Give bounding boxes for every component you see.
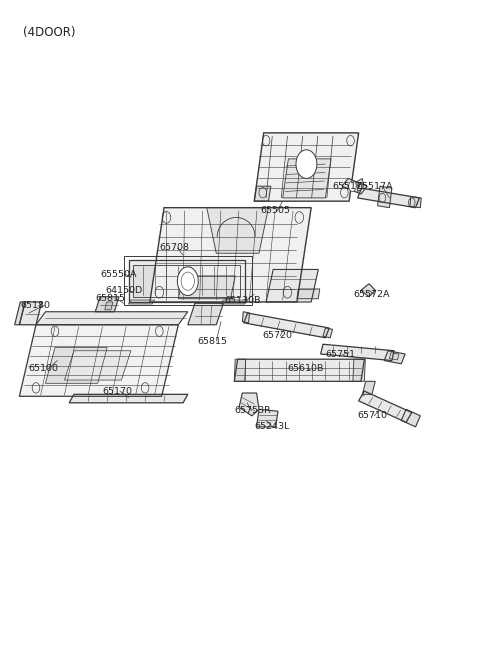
Polygon shape [362,381,375,394]
Text: 65710: 65710 [358,411,388,420]
Polygon shape [46,348,107,383]
Polygon shape [283,159,331,198]
Text: 65130B: 65130B [225,296,261,304]
Text: 65751: 65751 [325,350,355,359]
Polygon shape [254,186,271,201]
Polygon shape [129,300,155,304]
Polygon shape [69,394,188,403]
Polygon shape [378,186,392,208]
Text: 65815: 65815 [197,337,228,346]
Text: 65517: 65517 [333,182,362,191]
Polygon shape [321,344,394,361]
Polygon shape [221,300,247,304]
Polygon shape [244,313,329,338]
Polygon shape [384,351,405,364]
Text: 65550A: 65550A [100,270,136,279]
Text: 65180: 65180 [21,300,51,310]
Polygon shape [342,178,367,194]
Text: 65505: 65505 [261,207,290,215]
Polygon shape [254,133,359,201]
Polygon shape [353,359,365,381]
Text: 64150D: 64150D [105,286,143,295]
Text: 65243L: 65243L [254,422,289,432]
Polygon shape [129,260,245,302]
Polygon shape [401,409,420,427]
Polygon shape [242,312,250,323]
Polygon shape [358,188,420,208]
Polygon shape [150,208,311,302]
Circle shape [348,181,356,192]
Polygon shape [266,270,318,302]
Polygon shape [359,391,412,422]
Polygon shape [96,297,119,312]
Polygon shape [36,312,188,325]
Text: (4DOOR): (4DOOR) [23,26,75,39]
Polygon shape [234,359,246,381]
Polygon shape [64,351,131,380]
Polygon shape [207,208,268,253]
Polygon shape [19,325,179,396]
Polygon shape [323,328,333,338]
Circle shape [296,150,317,178]
Text: 65517A: 65517A [356,182,393,191]
Polygon shape [105,302,113,310]
Circle shape [178,267,198,295]
Polygon shape [257,409,278,427]
Bar [124,256,252,305]
Polygon shape [179,276,235,298]
Polygon shape [239,393,259,416]
Polygon shape [410,197,421,208]
Polygon shape [297,289,320,298]
Text: 65720: 65720 [263,331,293,340]
Text: 65170: 65170 [102,386,132,396]
Text: 65815: 65815 [96,294,125,302]
Text: 65708: 65708 [159,243,189,253]
Polygon shape [19,302,42,325]
Text: 65753R: 65753R [234,406,271,415]
Polygon shape [14,302,25,325]
Text: 65610B: 65610B [288,364,324,373]
Polygon shape [389,353,399,360]
Polygon shape [357,178,363,192]
Text: 65572A: 65572A [354,290,390,298]
Polygon shape [188,303,223,325]
Text: 65100: 65100 [29,365,59,373]
Polygon shape [234,359,364,381]
Polygon shape [133,265,240,297]
Polygon shape [361,284,375,297]
